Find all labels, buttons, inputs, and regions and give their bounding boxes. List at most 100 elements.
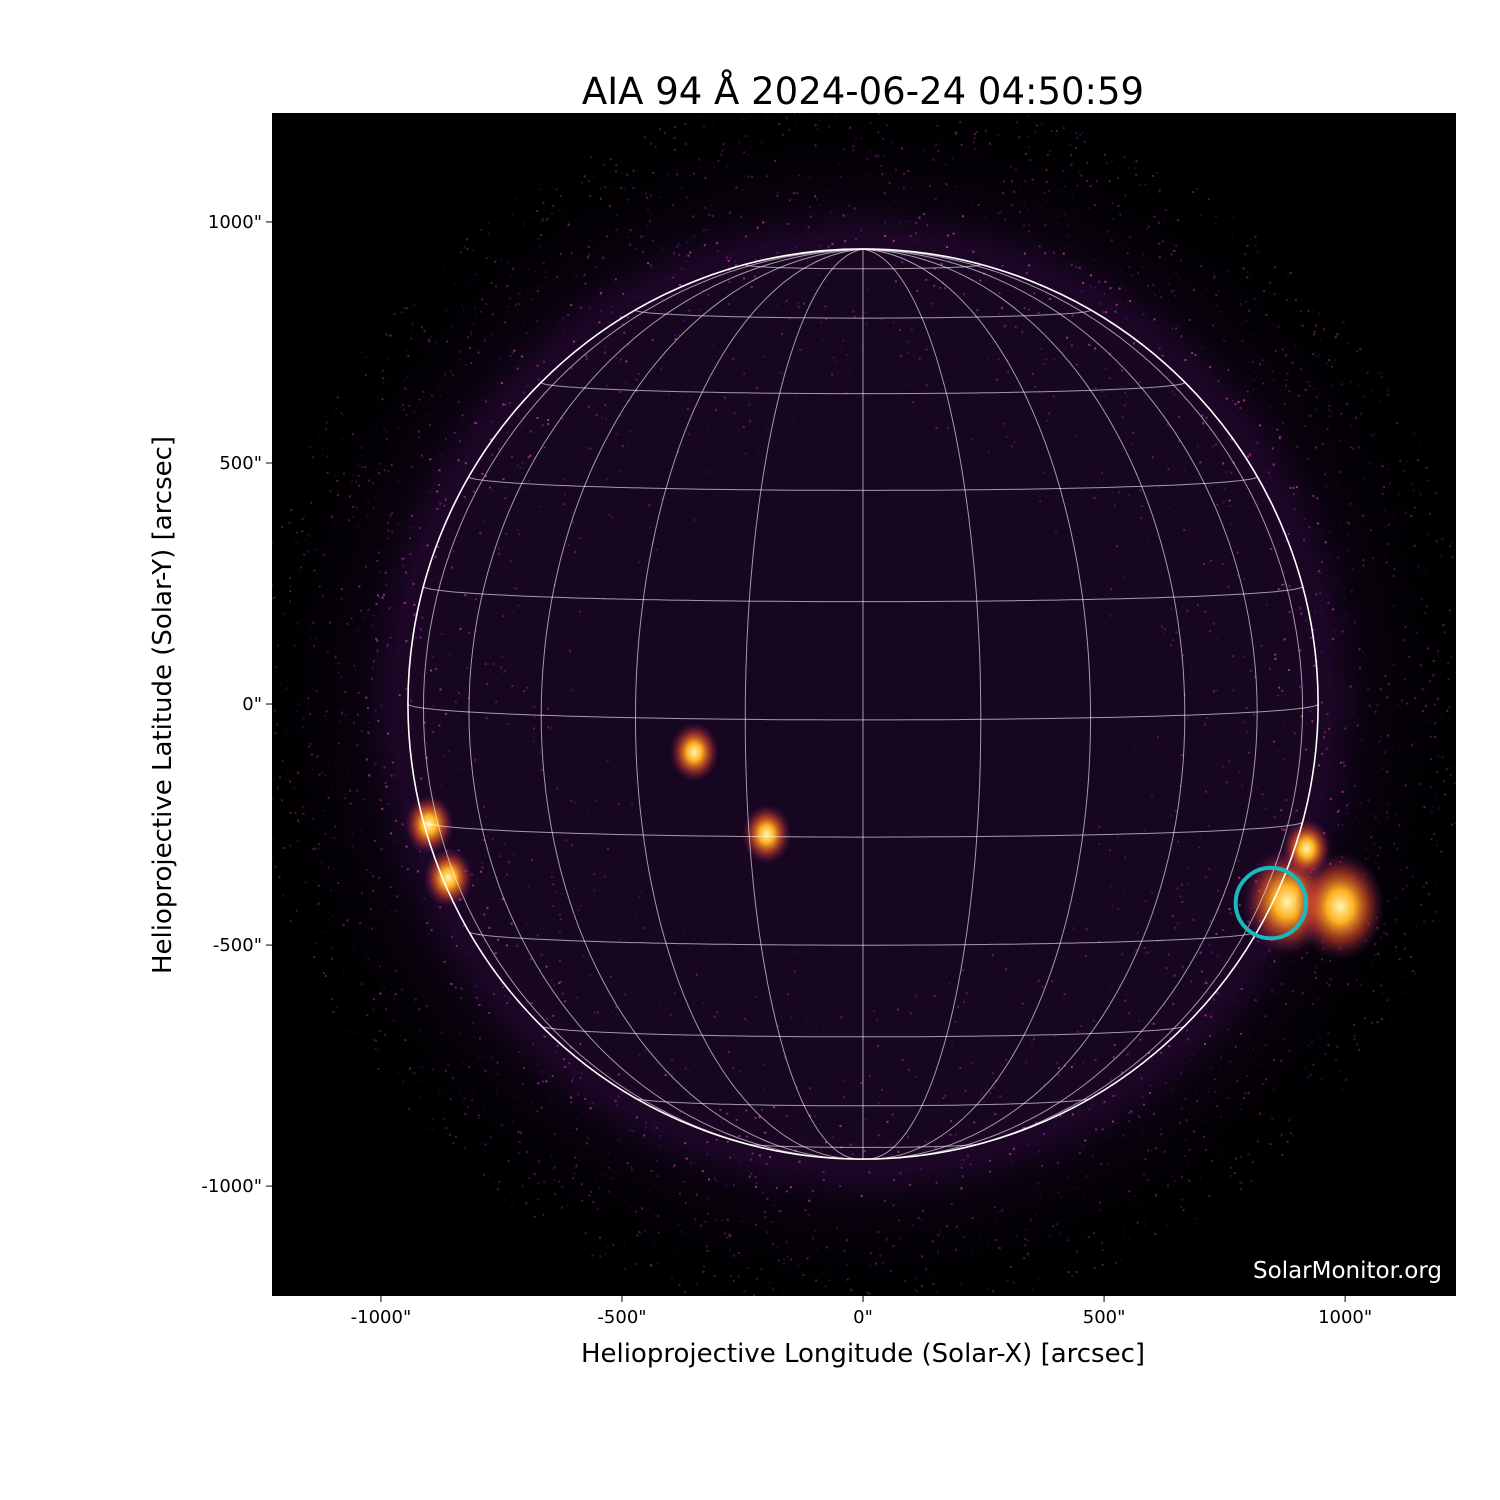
emission-speckle bbox=[1314, 977, 1317, 980]
emission-speckle bbox=[638, 561, 641, 564]
emission-speckle bbox=[1124, 994, 1127, 997]
emission-speckle bbox=[954, 132, 957, 135]
emission-speckle bbox=[430, 669, 433, 672]
parallel-line bbox=[744, 263, 982, 270]
emission-speckle bbox=[472, 1022, 475, 1025]
emission-speckle bbox=[732, 1279, 735, 1282]
emission-speckle bbox=[934, 198, 937, 201]
emission-speckle bbox=[815, 259, 818, 262]
emission-speckle bbox=[915, 995, 918, 998]
emission-speckle bbox=[1283, 828, 1286, 831]
emission-speckle bbox=[703, 125, 706, 128]
emission-speckle bbox=[1304, 619, 1307, 622]
emission-speckle bbox=[533, 939, 536, 942]
emission-speckle bbox=[492, 993, 495, 996]
emission-speckle bbox=[1185, 846, 1188, 849]
emission-speckle bbox=[976, 309, 979, 312]
emission-speckle bbox=[1127, 1237, 1130, 1240]
emission-speckle bbox=[1151, 456, 1154, 459]
emission-speckle bbox=[1335, 335, 1338, 338]
emission-speckle bbox=[1229, 1060, 1232, 1063]
emission-speckle bbox=[1140, 1077, 1143, 1080]
emission-speckle bbox=[367, 500, 370, 503]
emission-speckle bbox=[459, 1091, 462, 1094]
emission-speckle bbox=[409, 1067, 412, 1070]
emission-speckle bbox=[1263, 953, 1266, 956]
emission-speckle bbox=[466, 1106, 469, 1109]
emission-speckle bbox=[1240, 1032, 1243, 1035]
emission-speckle bbox=[1402, 888, 1405, 891]
emission-speckle bbox=[1219, 1151, 1222, 1154]
emission-speckle bbox=[997, 212, 1000, 215]
emission-speckle bbox=[420, 326, 423, 329]
emission-speckle bbox=[330, 889, 333, 892]
emission-speckle bbox=[1170, 814, 1173, 817]
emission-speckle bbox=[517, 570, 520, 573]
emission-speckle bbox=[430, 929, 433, 932]
emission-speckle bbox=[1251, 361, 1254, 364]
emission-speckle bbox=[1230, 471, 1233, 474]
emission-speckle bbox=[552, 883, 555, 886]
emission-speckle bbox=[717, 160, 720, 163]
emission-speckle bbox=[1170, 290, 1173, 293]
emission-speckle bbox=[1181, 1175, 1184, 1178]
emission-speckle bbox=[756, 161, 759, 164]
emission-speckle bbox=[1309, 710, 1312, 713]
emission-speckle bbox=[1353, 1038, 1356, 1041]
emission-speckle bbox=[796, 192, 799, 195]
emission-speckle bbox=[596, 1084, 599, 1087]
emission-speckle bbox=[1168, 1045, 1171, 1048]
emission-speckle bbox=[1012, 1281, 1015, 1284]
emission-speckle bbox=[1133, 342, 1136, 345]
emission-speckle bbox=[1110, 985, 1113, 988]
emission-speckle bbox=[1007, 350, 1010, 353]
emission-speckle bbox=[1048, 1234, 1051, 1237]
emission-speckle bbox=[484, 475, 487, 478]
emission-speckle bbox=[1198, 846, 1201, 849]
emission-speckle bbox=[479, 1037, 482, 1040]
emission-speckle bbox=[1078, 1151, 1081, 1154]
emission-speckle bbox=[485, 303, 488, 306]
emission-speckle bbox=[1062, 964, 1065, 967]
emission-speckle bbox=[1082, 282, 1085, 285]
emission-speckle bbox=[763, 355, 766, 358]
emission-speckle bbox=[929, 184, 932, 187]
emission-speckle bbox=[914, 1288, 917, 1291]
emission-speckle bbox=[381, 807, 384, 810]
emission-speckle bbox=[1028, 264, 1031, 267]
emission-speckle bbox=[1320, 1077, 1323, 1080]
emission-speckle bbox=[1337, 810, 1340, 813]
emission-speckle bbox=[321, 595, 324, 598]
emission-speckle bbox=[1320, 560, 1323, 563]
emission-speckle bbox=[933, 995, 936, 998]
emission-speckle bbox=[278, 776, 281, 779]
emission-speckle bbox=[369, 908, 372, 911]
emission-speckle bbox=[386, 644, 389, 647]
emission-speckle bbox=[479, 532, 482, 535]
emission-speckle bbox=[870, 334, 873, 337]
emission-speckle bbox=[356, 526, 359, 529]
emission-speckle bbox=[1370, 963, 1373, 966]
emission-speckle bbox=[984, 216, 987, 219]
emission-speckle bbox=[1289, 272, 1292, 275]
emission-speckle bbox=[1084, 582, 1087, 585]
emission-speckle bbox=[509, 585, 512, 588]
emission-speckle bbox=[827, 1279, 830, 1282]
emission-speckle bbox=[1110, 588, 1113, 591]
emission-speckle bbox=[1002, 192, 1005, 195]
emission-speckle bbox=[1121, 1241, 1124, 1244]
emission-speckle bbox=[713, 1015, 716, 1018]
emission-speckle bbox=[536, 466, 539, 469]
emission-speckle bbox=[1159, 1203, 1162, 1206]
emission-speckle bbox=[853, 315, 856, 318]
emission-speckle bbox=[891, 1113, 894, 1116]
emission-speckle bbox=[599, 293, 602, 296]
emission-speckle bbox=[1244, 253, 1247, 256]
emission-speckle bbox=[825, 280, 828, 283]
emission-speckle bbox=[289, 585, 292, 588]
emission-speckle bbox=[627, 236, 630, 239]
emission-speckle bbox=[1281, 530, 1284, 533]
emission-speckle bbox=[1102, 1249, 1105, 1252]
emission-speckle bbox=[721, 149, 724, 152]
